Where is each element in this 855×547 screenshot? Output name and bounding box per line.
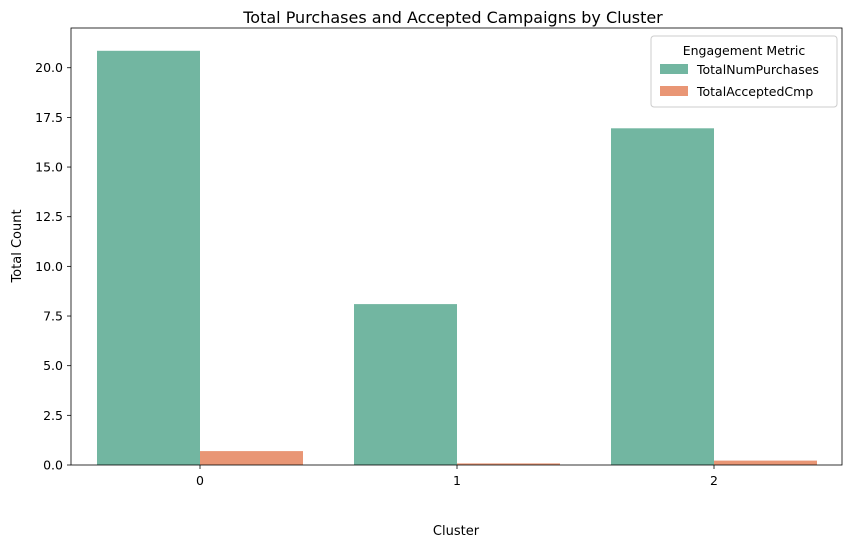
y-tick-label: 12.5 xyxy=(35,209,63,224)
bar-totalnumpurchases-cluster-0 xyxy=(97,50,200,466)
plot-frame xyxy=(70,27,843,466)
legend: Engagement Metric TotalNumPurchases Tota… xyxy=(650,35,838,108)
y-tick-label: 7.5 xyxy=(43,309,63,324)
y-axis: 0.0 2.5 5.0 7.5 10.0 12.5 15.0 17.5 20.0 xyxy=(35,60,71,473)
y-tick-label: 5.0 xyxy=(43,358,63,373)
y-tick-label: 20.0 xyxy=(35,60,63,75)
x-tick-label: 1 xyxy=(453,473,461,488)
legend-box xyxy=(650,35,838,108)
bars-group xyxy=(97,50,817,466)
legend-swatch-totalnumpurchases xyxy=(660,64,688,74)
bar-totalacceptedcmp-cluster-0 xyxy=(200,451,303,465)
y-tick-label: 2.5 xyxy=(43,408,63,423)
bar-totalnumpurchases-cluster-2 xyxy=(611,128,714,466)
y-tick-label: 0.0 xyxy=(43,458,63,473)
bar-totalacceptedcmp-cluster-1 xyxy=(457,463,560,465)
x-axis: 0 1 2 xyxy=(196,465,718,488)
legend-label-totalacceptedcmp: TotalAcceptedCmp xyxy=(696,84,813,99)
y-tick-label: 10.0 xyxy=(35,259,63,274)
legend-label-totalnumpurchases: TotalNumPurchases xyxy=(696,62,819,77)
bar-totalnumpurchases-cluster-1 xyxy=(354,304,457,465)
y-axis-label: Total Count xyxy=(10,209,25,283)
x-tick-label: 2 xyxy=(710,473,718,488)
x-tick-label: 0 xyxy=(196,473,204,488)
y-tick-label: 15.0 xyxy=(35,160,63,175)
chart-title: Total Purchases and Accepted Campaigns b… xyxy=(242,8,663,27)
bar-totalacceptedcmp-cluster-2 xyxy=(714,460,817,465)
y-tick-label: 17.5 xyxy=(35,110,63,125)
legend-title: Engagement Metric xyxy=(683,43,806,58)
x-axis-label: Cluster xyxy=(433,524,480,539)
legend-swatch-totalacceptedcmp xyxy=(660,86,688,96)
